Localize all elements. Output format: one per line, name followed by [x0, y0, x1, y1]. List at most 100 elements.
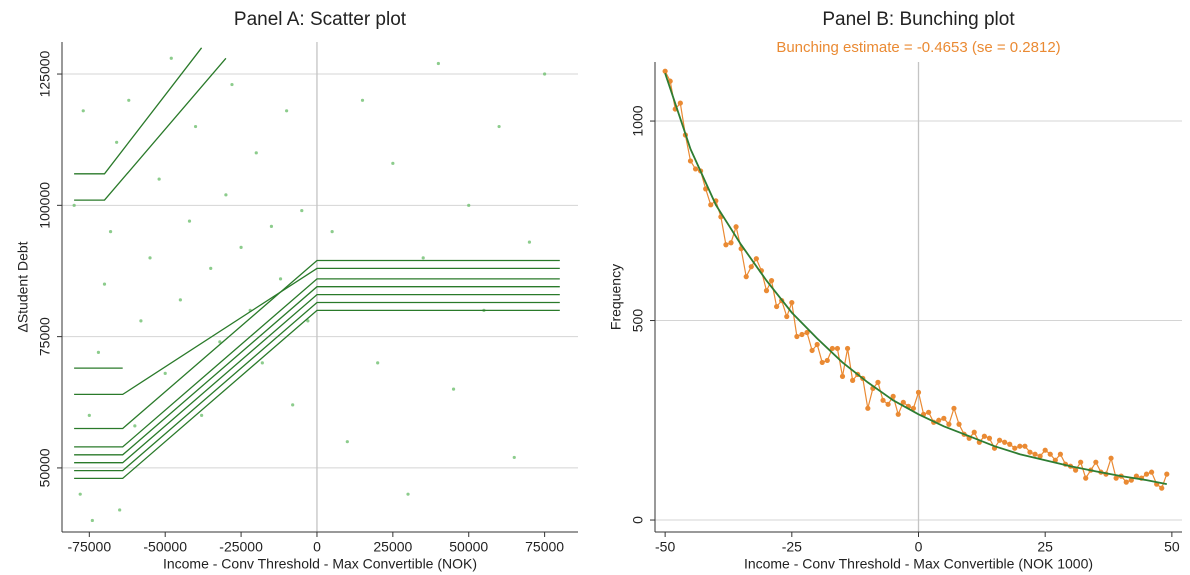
y-tick-label: 75000: [37, 317, 53, 356]
scatter-point: [209, 266, 213, 270]
x-tick-label: 25: [1037, 539, 1053, 555]
scatter-point: [127, 98, 131, 102]
data-point: [1032, 451, 1038, 457]
data-point: [1108, 455, 1114, 461]
data-point: [1164, 471, 1170, 477]
data-point: [814, 341, 820, 348]
scatter-point: [376, 361, 380, 365]
debt-line: [74, 57, 227, 201]
scatter-point: [291, 403, 295, 407]
y-axis-label: Frequency: [608, 264, 624, 330]
data-point: [662, 68, 668, 74]
data-point: [895, 411, 901, 417]
data-point: [1123, 479, 1129, 485]
scatter-point: [178, 298, 182, 302]
scatter-point: [269, 224, 274, 228]
y-tick-label: 1000: [630, 105, 646, 136]
data-point: [941, 415, 947, 421]
data-point: [981, 433, 987, 439]
debt-line: [74, 309, 560, 480]
data-point: [865, 405, 871, 411]
scatter-point: [543, 72, 547, 76]
data-point: [1007, 441, 1013, 447]
scatter-point: [224, 193, 228, 197]
data-point: [936, 417, 942, 423]
data-point: [844, 345, 851, 352]
scatter-point: [108, 229, 113, 234]
data-point: [1078, 459, 1084, 465]
data-point: [926, 409, 932, 415]
y-tick-label: 50000: [37, 448, 53, 487]
scatter-point: [102, 282, 107, 286]
data-point: [1093, 459, 1099, 465]
data-point: [1037, 453, 1043, 459]
data-point: [687, 158, 694, 164]
data-point: [824, 357, 830, 364]
scatter-point: [300, 208, 304, 213]
scatter-point: [81, 109, 85, 113]
scatter-point: [163, 371, 167, 375]
data-point: [1022, 443, 1028, 449]
data-point: [799, 331, 805, 338]
data-point: [768, 278, 775, 284]
scatter-point: [512, 455, 516, 460]
data-point: [946, 421, 952, 427]
chart-title: Panel A: Scatter plot: [234, 9, 407, 30]
scatter-point: [90, 518, 94, 523]
data-point: [789, 299, 795, 306]
scatter-point: [254, 151, 258, 155]
data-point: [1057, 451, 1063, 457]
x-tick-label: 75000: [525, 539, 564, 555]
data-point: [677, 100, 683, 106]
scatter-point: [278, 277, 283, 281]
x-tick-label: -50000: [143, 539, 187, 555]
scatter-point: [139, 319, 143, 323]
data-point: [1012, 445, 1018, 451]
scatter-point: [260, 361, 264, 365]
scatter-point: [467, 203, 471, 207]
scatter-point: [406, 492, 410, 496]
chart-title: Panel B: Bunching plot: [822, 9, 1015, 30]
data-point: [829, 345, 835, 352]
x-tick-label: 50000: [449, 539, 488, 555]
x-axis-label: Income - Conv Threshold - Max Convertibl…: [163, 556, 477, 572]
data-point: [1017, 443, 1023, 449]
data-point: [728, 240, 734, 246]
scatter-point: [193, 124, 198, 129]
scatter-point: [133, 424, 137, 428]
data-point: [809, 347, 815, 354]
scatter-point: [330, 229, 334, 234]
scatter-point: [360, 98, 365, 102]
scatter-point: [200, 413, 204, 418]
data-point: [1072, 467, 1079, 473]
scatter-point: [230, 82, 234, 87]
data-point: [819, 359, 825, 366]
x-axis-label: Income - Conv Threshold - Max Convertibl…: [744, 556, 1093, 572]
data-point: [875, 379, 881, 385]
data-point: [703, 186, 709, 192]
debt-line: [74, 293, 560, 464]
debt-line: [74, 301, 560, 472]
data-point: [1083, 475, 1089, 481]
x-tick-label: -75000: [68, 539, 112, 555]
scatter-point: [148, 256, 152, 260]
y-tick-label: 500: [630, 309, 646, 333]
scatter-point: [527, 240, 532, 244]
data-point: [1042, 447, 1048, 453]
scatter-point: [72, 203, 76, 207]
data-point: [834, 345, 841, 352]
data-point: [804, 329, 810, 336]
debt-line: [74, 267, 560, 396]
debt-line: [74, 259, 560, 430]
scatter-point: [421, 256, 425, 260]
debt-line: [74, 278, 560, 448]
x-tick-label: -50: [655, 539, 675, 555]
data-point: [1143, 471, 1150, 477]
data-point: [915, 389, 922, 395]
scatter-point: [285, 109, 289, 113]
data-point: [885, 401, 891, 407]
data-point: [1159, 485, 1165, 491]
data-point: [880, 397, 886, 403]
